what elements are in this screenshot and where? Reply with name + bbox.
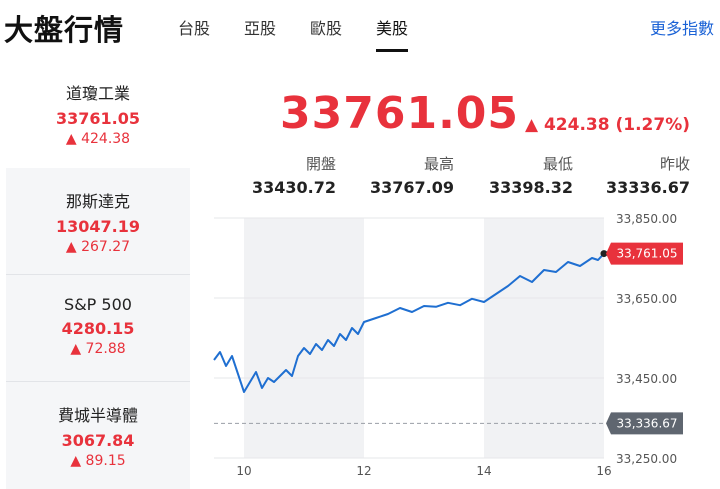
prev-close-tag (606, 412, 683, 435)
index-name: S&P 500 (64, 295, 132, 314)
tab-asia[interactable]: 亞股 (244, 19, 277, 38)
stat-high: 最高 33767.09 (344, 153, 454, 197)
market-tabs: 台股 亞股 歐股 美股 (178, 15, 442, 52)
main-index-price: 33761.05 (280, 88, 520, 139)
index-price: 3067.84 (61, 431, 135, 450)
stat-value: 33767.09 (369, 178, 454, 197)
stat-label: 最低 (542, 155, 573, 173)
page-title: 大盤行情 (4, 13, 125, 47)
y-tick-label: 33,250.00 (616, 452, 677, 466)
stat-label: 昨收 (659, 155, 690, 173)
current-price-tag (606, 242, 683, 265)
price-series-line (213, 252, 605, 393)
current-price-tag-label: 33,761.05 (616, 247, 677, 261)
index-name: 道瓊工業 (65, 84, 130, 103)
y-tick-label: 33,650.00 (616, 292, 677, 306)
stat-value: 33398.32 (488, 178, 573, 197)
y-tick-label: 33,850.00 (616, 212, 677, 226)
index-name: 那斯達克 (65, 192, 130, 211)
tab-taiwan[interactable]: 台股 (178, 19, 211, 38)
x-tick-label: 12 (356, 464, 371, 478)
main-index-change: ▲ 424.38 (1.27%) (524, 115, 690, 135)
index-price: 4280.15 (61, 319, 135, 338)
index-list: 道瓊工業 33761.05 ▲ 424.38 那斯達克 13047.19 ▲ 2… (6, 62, 190, 489)
y-tick-label: 33,450.00 (616, 372, 677, 386)
x-tick-label: 10 (236, 464, 251, 478)
index-change: ▲ 267.27 (65, 239, 131, 255)
index-name: 費城半導體 (57, 406, 138, 425)
index-change: ▲ 89.15 (70, 453, 126, 469)
more-indices-link[interactable]: 更多指數 (649, 19, 714, 38)
tab-europe[interactable]: 歐股 (310, 19, 343, 38)
chart-band (484, 218, 604, 458)
index-item-dow[interactable]: 道瓊工業 33761.05 ▲ 424.38 (6, 62, 190, 168)
stat-label: 最高 (423, 155, 454, 173)
x-tick-label: 16 (596, 464, 611, 478)
stat-value: 33336.67 (605, 178, 690, 197)
stat-label: 開盤 (305, 155, 336, 173)
stat-value: 33430.72 (251, 178, 336, 197)
prev-close-tag-label: 33,336.67 (616, 416, 677, 430)
index-price: 13047.19 (55, 217, 140, 236)
index-price: 33761.05 (55, 109, 140, 128)
stat-low: 最低 33398.32 (463, 153, 573, 197)
x-tick-label: 14 (476, 464, 491, 478)
index-item-sox[interactable]: 費城半導體 3067.84 ▲ 89.15 (6, 382, 190, 489)
stat-open: 開盤 33430.72 (226, 153, 336, 197)
index-item-nasdaq[interactable]: 那斯達克 13047.19 ▲ 267.27 (6, 168, 190, 275)
index-item-sp500[interactable]: S&P 500 4280.15 ▲ 72.88 (6, 275, 190, 382)
index-change: ▲ 424.38 (65, 131, 131, 147)
header: 大盤行情 台股 亞股 歐股 美股 更多指數 (0, 0, 720, 56)
index-change: ▲ 72.88 (70, 341, 126, 357)
current-price-dot (600, 250, 608, 258)
stat-prev-close: 昨收 33336.67 (580, 153, 690, 197)
tab-us[interactable]: 美股 (376, 15, 409, 52)
